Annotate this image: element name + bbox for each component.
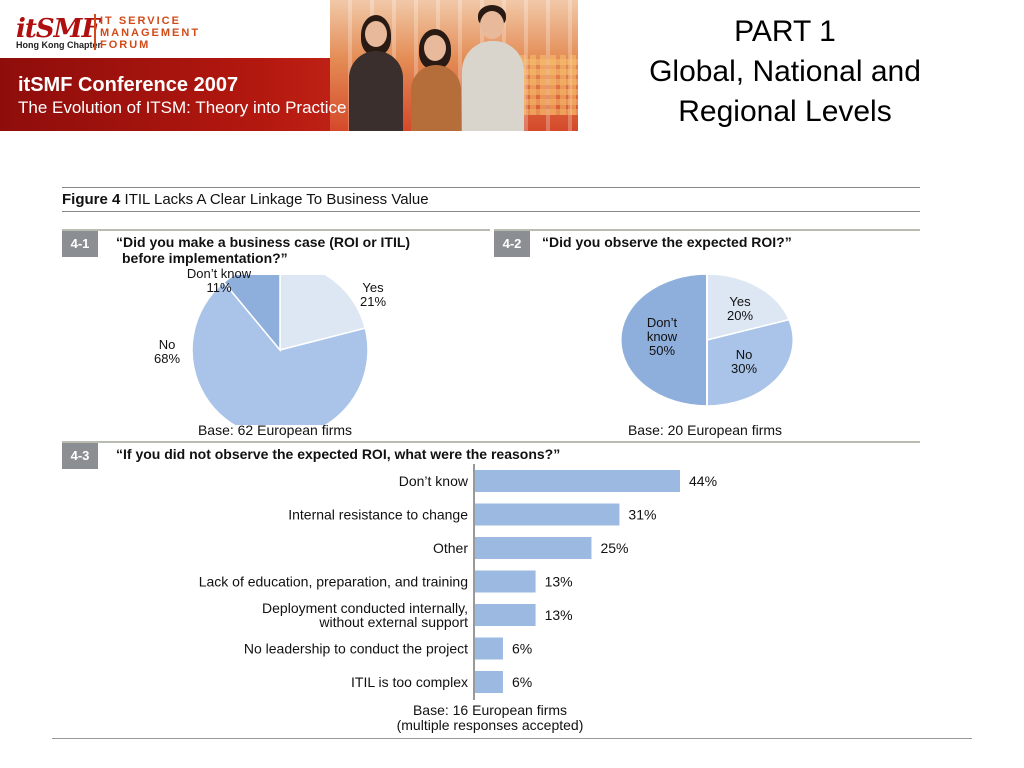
bar-category-label-5: No leadership to conduct the project bbox=[244, 641, 468, 657]
base-note-4-1: Base: 62 European firms bbox=[197, 422, 353, 438]
figure-top-rule bbox=[62, 187, 920, 188]
pie-chart-4-1 bbox=[191, 275, 369, 425]
logo-area bbox=[0, 0, 330, 58]
pie-4-2-slice-don-t-know bbox=[619, 273, 708, 407]
pie-4-2-label-no-name: No bbox=[735, 347, 753, 362]
pie-4-1-slice-no bbox=[191, 281, 369, 425]
section-tag-4-3: 4-3 bbox=[62, 443, 98, 469]
bar-4 bbox=[475, 604, 536, 626]
pie-4-2-label-no-value: 30% bbox=[730, 361, 758, 376]
conference-banner: itSMF Hong Kong Chapter IT SERVICE MANAG… bbox=[0, 0, 578, 131]
bar-value-label-1: 31% bbox=[628, 507, 656, 523]
bar-3 bbox=[475, 570, 536, 593]
bar-2 bbox=[475, 537, 592, 559]
pie-4-1-label-dont-know-name: Don’t know bbox=[186, 266, 252, 281]
bar-6 bbox=[475, 671, 503, 693]
pie-4-1-label-no-value: 68% bbox=[153, 351, 181, 366]
base-note-4-3-line-2: (multiple responses accepted) bbox=[396, 717, 584, 733]
section-tag-4-2: 4-2 bbox=[494, 231, 530, 257]
question-4-1-line-1: “Did you make a business case (ROI or IT… bbox=[116, 234, 411, 250]
pie-4-2-label-dont-know-value: 50% bbox=[648, 343, 676, 358]
bar-category-label-1: Internal resistance to change bbox=[288, 507, 468, 523]
person-woman-center bbox=[405, 23, 465, 131]
figure-number: Figure 4 bbox=[62, 191, 121, 208]
pie-4-1-label-yes-name: Yes bbox=[362, 280, 384, 295]
heading-line-1: PART 1 bbox=[734, 15, 836, 48]
bar-value-label-2: 25% bbox=[600, 540, 628, 556]
pie-4-2-label-yes-value: 20% bbox=[726, 308, 754, 323]
pie-4-2-label-no: No 30% bbox=[722, 348, 766, 376]
pie-4-1-label-yes-value: 21% bbox=[359, 294, 387, 309]
logo-line-1: IT SERVICE bbox=[100, 15, 181, 27]
question-4-1: “Did you make a business case (ROI or IT… bbox=[116, 234, 496, 266]
bar-category-label-0: Don’t know bbox=[399, 473, 469, 489]
pie-4-2-slice-no bbox=[706, 318, 795, 407]
bar-value-label-6: 6% bbox=[512, 674, 532, 690]
pie-4-1-label-dont-know-value: 11% bbox=[206, 280, 232, 295]
heading-line-3: Regional Levels bbox=[678, 95, 892, 128]
bar-5 bbox=[475, 637, 503, 660]
section-4-1-rule bbox=[62, 229, 490, 231]
pie-chart-4-2 bbox=[619, 273, 795, 407]
conference-subtitle: The Evolution of ITSM: Theory into Pract… bbox=[18, 98, 347, 117]
conference-title: itSMF Conference 2007 bbox=[18, 74, 239, 96]
pie-4-1-label-yes: Yes 21% bbox=[348, 281, 398, 309]
pie-4-1-label-dont-know: Don’t know 11% bbox=[166, 267, 272, 295]
logo-line-3: FORUM bbox=[100, 39, 151, 51]
banner-tile-pattern bbox=[520, 55, 578, 115]
pie-4-2-label-yes-name: Yes bbox=[729, 294, 751, 309]
bar-value-label-3: 13% bbox=[545, 574, 573, 590]
section-tag-4-1: 4-1 bbox=[62, 231, 98, 257]
footer-rule bbox=[52, 738, 972, 739]
slide-heading: PART 1 Global, National and Regional Lev… bbox=[600, 12, 970, 132]
base-note-4-2: Base: 20 European firms bbox=[627, 422, 783, 438]
base-note-4-3: Base: 16 European firms (multiple respon… bbox=[360, 703, 620, 733]
figure-title: Figure 4 ITIL Lacks A Clear Linkage To B… bbox=[62, 191, 429, 208]
pie-4-2-label-dont-know-name: Don’t know bbox=[646, 315, 678, 344]
logo-forum-text: IT SERVICE MANAGEMENT FORUM bbox=[100, 15, 200, 51]
bar-0 bbox=[475, 470, 680, 492]
pie-4-2-label-yes: Yes 20% bbox=[718, 295, 762, 323]
base-note-4-3-line-1: Base: 16 European firms bbox=[412, 702, 568, 718]
pie-4-1-slice-yes bbox=[279, 275, 367, 351]
figure-title-rule bbox=[62, 211, 920, 212]
pie-4-1-slice-don-t-know bbox=[222, 275, 281, 353]
bar-chart-4-3: 44% Don’t know 31% Internal resistance to c… bbox=[199, 464, 717, 700]
figure-caption: ITIL Lacks A Clear Linkage To Business V… bbox=[124, 191, 429, 208]
pie-4-1-label-no: No 68% bbox=[142, 338, 192, 366]
person-man-right bbox=[458, 3, 528, 131]
bar-value-label-5: 6% bbox=[512, 641, 532, 657]
person-woman-left bbox=[345, 11, 405, 131]
bar-value-label-0: 44% bbox=[689, 473, 717, 489]
question-4-1-line-2: before implementation?” bbox=[122, 250, 288, 266]
bar-category-label-4-line-1: without external support bbox=[318, 614, 468, 630]
bar-category-label-6: ITIL is too complex bbox=[351, 674, 468, 690]
section-4-3-rule bbox=[62, 441, 920, 443]
bar-category-label-4-line-0: Deployment conducted internally, bbox=[262, 600, 468, 616]
pie-4-2-label-dont-know: Don’t know 50% bbox=[630, 316, 694, 358]
logo-chapter-text: Hong Kong Chapter bbox=[16, 40, 101, 50]
bar-1 bbox=[475, 503, 620, 526]
question-4-3: “If you did not observe the expected ROI… bbox=[116, 446, 561, 462]
itsmf-logo: itSMF bbox=[16, 14, 100, 44]
pie-4-1-label-no-name: No bbox=[158, 337, 176, 352]
bar-category-label-2: Other bbox=[433, 540, 468, 556]
bar-category-label-3: Lack of education, preparation, and trai… bbox=[199, 574, 468, 590]
heading-line-2: Global, National and bbox=[649, 55, 921, 88]
question-4-2: “Did you observe the expected ROI?” bbox=[542, 234, 792, 250]
logo-line-2: MANAGEMENT bbox=[100, 27, 201, 39]
section-4-2-rule bbox=[494, 229, 920, 231]
bar-value-label-4: 13% bbox=[545, 607, 573, 623]
pie-4-2-slice-yes bbox=[706, 273, 791, 342]
logo-divider bbox=[94, 14, 96, 50]
